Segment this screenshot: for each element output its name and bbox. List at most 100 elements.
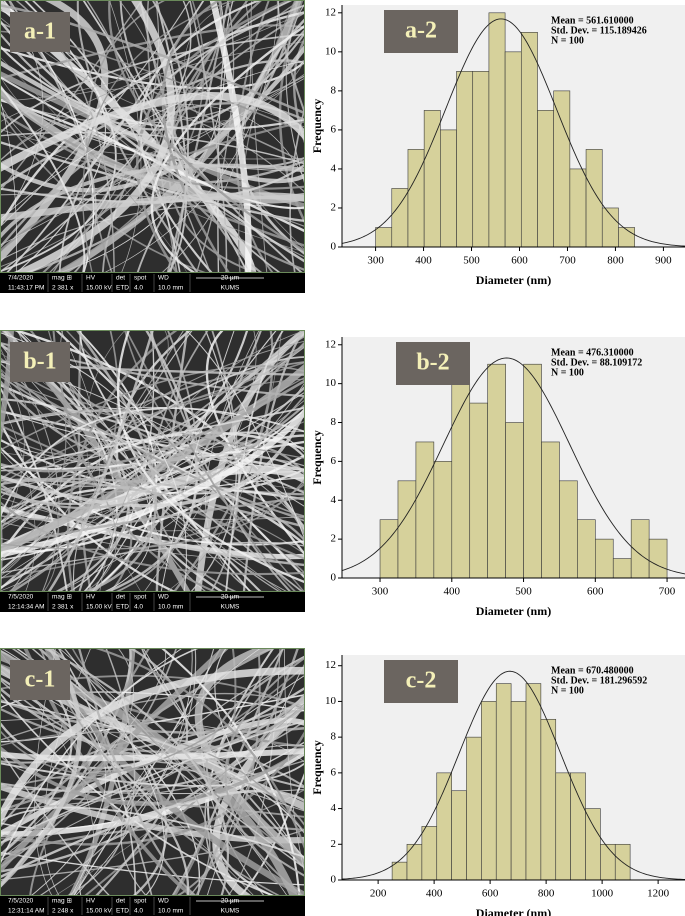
fiber — [0, 360, 305, 376]
fiber — [0, 648, 230, 874]
image-border — [0, 0, 305, 273]
bar — [540, 718, 557, 881]
x-tick-label: 1200 — [647, 888, 670, 900]
bar — [469, 402, 488, 579]
fiber — [0, 482, 305, 567]
fiber — [0, 340, 305, 524]
stat-text: Std. Dev. = 181.296592 — [551, 675, 647, 686]
fiber — [0, 406, 305, 470]
stat-text: Mean = 561.610000 — [551, 15, 634, 26]
fiber — [0, 705, 305, 753]
y-tick-label: 4 — [331, 162, 337, 174]
info-text: 4.0 — [134, 604, 143, 611]
info-text: HV — [86, 898, 96, 905]
x-tick-label: 800 — [538, 888, 555, 900]
bar — [456, 71, 474, 248]
fiber — [0, 745, 305, 806]
bar — [433, 461, 453, 579]
bar — [595, 538, 614, 579]
fiber — [0, 77, 305, 246]
x-tick-label: 700 — [559, 255, 576, 267]
fiber — [0, 330, 15, 448]
fiber — [0, 30, 305, 134]
bar — [505, 422, 524, 579]
fiber — [0, 373, 305, 459]
fiber — [194, 648, 305, 868]
stat-text: N = 100 — [551, 35, 584, 46]
fiber — [53, 702, 305, 896]
fiber — [11, 0, 176, 273]
bar — [520, 32, 538, 248]
fiber — [0, 720, 305, 844]
y-tick-label: 4 — [331, 802, 337, 814]
bar — [601, 207, 619, 248]
x-tick-label: 400 — [444, 586, 461, 598]
info-text: 7/5/2020 — [8, 898, 34, 905]
bar — [397, 480, 417, 579]
info-text: 7/5/2020 — [8, 594, 34, 601]
fiber — [0, 365, 305, 452]
fiber — [38, 648, 197, 896]
fiber — [92, 648, 305, 852]
fiber — [150, 24, 305, 273]
fiber — [0, 806, 305, 859]
fiber — [0, 30, 305, 131]
fiber — [76, 330, 157, 592]
info-text: ETD — [116, 604, 129, 611]
fiber — [0, 767, 305, 828]
fiber — [0, 0, 109, 263]
y-tick-label: 6 — [331, 766, 337, 778]
fiber — [0, 91, 305, 173]
info-text: spot — [134, 898, 146, 905]
bar — [553, 90, 571, 248]
image-border — [0, 648, 305, 896]
fiber — [283, 648, 305, 876]
bar — [541, 441, 560, 579]
info-text: mag ⊞ — [52, 898, 72, 905]
y-axis-label: Frequency — [310, 740, 324, 794]
fiber — [289, 104, 305, 273]
bar — [472, 71, 490, 248]
fiber — [75, 330, 158, 592]
y-tick-label: 10 — [325, 695, 337, 707]
fiber — [292, 36, 305, 146]
label-box — [396, 342, 470, 385]
info-text: HV — [86, 275, 96, 282]
y-tick-label: 0 — [331, 874, 337, 886]
fiber — [0, 378, 305, 526]
bar — [612, 558, 632, 579]
x-tick-label: 1000 — [591, 888, 614, 900]
fiber — [0, 60, 305, 221]
x-tick-label: 800 — [607, 255, 624, 267]
fiber — [0, 131, 305, 165]
info-text: WD — [158, 898, 169, 905]
fiber — [120, 655, 305, 896]
bar — [559, 480, 578, 579]
fiber — [0, 452, 305, 514]
fiber — [0, 748, 305, 762]
info-text: WD — [158, 275, 169, 282]
fiber — [0, 676, 190, 896]
fiber — [0, 369, 25, 534]
fiber — [0, 652, 299, 896]
info-bar — [0, 592, 305, 612]
info-text: mag ⊞ — [52, 594, 72, 601]
fiber — [0, 678, 305, 765]
bar — [585, 808, 601, 881]
info-text: 10.0 mm — [158, 285, 183, 292]
fiber — [0, 648, 184, 816]
x-tick-label: 400 — [415, 255, 432, 267]
panel-label: b-1 — [23, 349, 56, 375]
fiber — [71, 648, 305, 865]
bar — [495, 683, 512, 881]
info-text: 15.00 kV — [86, 908, 112, 915]
fiber — [50, 648, 211, 896]
stat-text: N = 100 — [551, 685, 584, 696]
x-axis-label: Diameter (nm) — [476, 604, 551, 618]
info-bar — [0, 896, 305, 916]
bar — [415, 441, 435, 579]
fiber — [74, 648, 193, 896]
fiber — [0, 372, 305, 519]
